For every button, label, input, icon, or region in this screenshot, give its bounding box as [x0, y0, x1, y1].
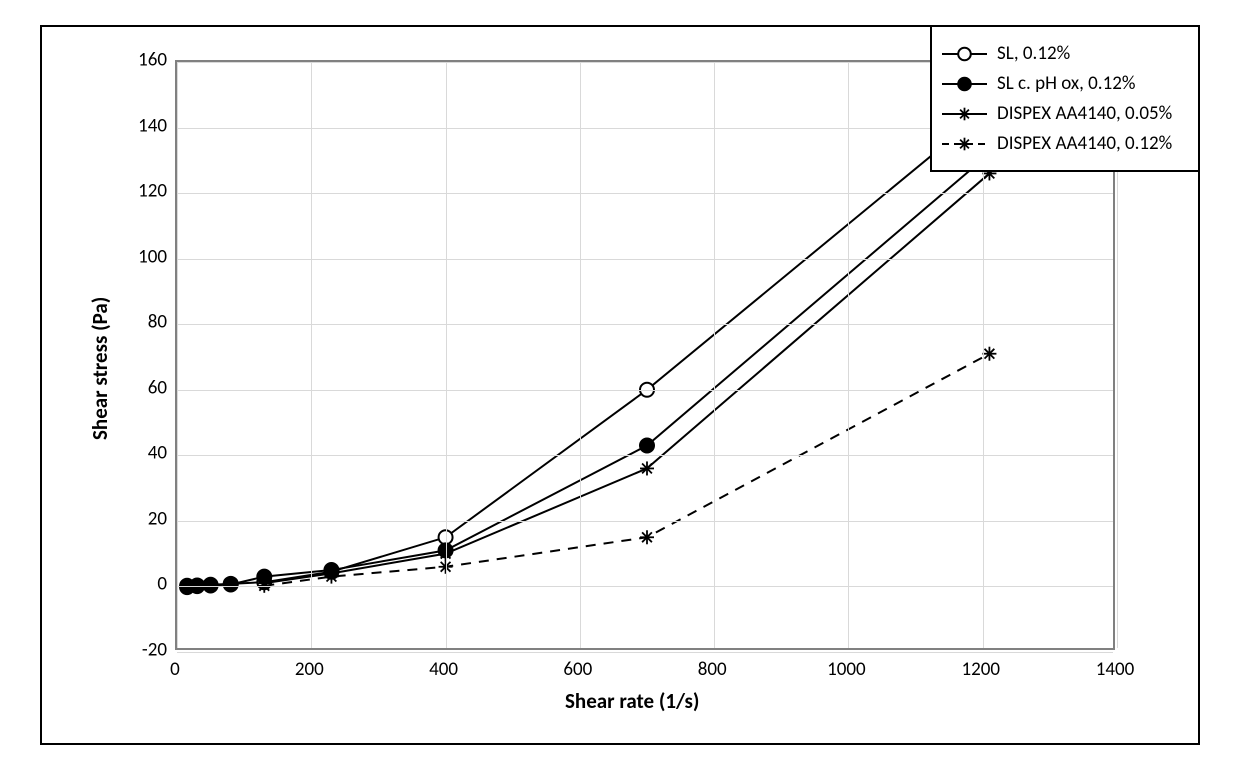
y-tick-label: 60	[117, 376, 167, 399]
x-axis-title: Shear rate (1/s)	[565, 688, 699, 714]
legend-row-sl-012: SL, 0.12%	[942, 42, 1188, 65]
y-tick-label: 80	[117, 311, 167, 334]
series-line-dispex-012	[264, 354, 989, 586]
legend-swatch	[942, 77, 987, 91]
grid-line-h	[177, 652, 1113, 653]
x-tick-label: 800	[682, 658, 742, 681]
x-tick-label: 200	[279, 658, 339, 681]
legend-row-sl-cph-ox-012: SL c. pH ox, 0.12%	[942, 72, 1188, 95]
x-tick-label: 1000	[816, 658, 876, 681]
legend-label: DISPEX AA4140, 0.12%	[997, 132, 1172, 155]
grid-line-v	[848, 62, 849, 648]
grid-line-h	[177, 259, 1113, 260]
legend-label: DISPEX AA4140, 0.05%	[997, 102, 1172, 125]
grid-line-h	[177, 390, 1113, 391]
grid-line-h	[177, 455, 1113, 456]
grid-line-h	[177, 586, 1113, 587]
grid-line-v	[446, 62, 447, 648]
legend-swatch	[942, 107, 987, 121]
x-tick-label: 400	[414, 658, 474, 681]
legend-row-dispex-005: DISPEX AA4140, 0.05%	[942, 102, 1188, 125]
grid-line-v	[714, 62, 715, 648]
grid-line-h	[177, 324, 1113, 325]
y-tick-label: 40	[117, 442, 167, 465]
chart-container: Shear stress (Pa) Shear rate (1/s) SL, 0…	[0, 0, 1240, 777]
y-tick-label: 140	[117, 114, 167, 137]
grid-line-v	[580, 62, 581, 648]
legend-label: SL c. pH ox, 0.12%	[997, 72, 1135, 95]
grid-line-v	[311, 62, 312, 648]
legend-swatch	[942, 137, 987, 151]
y-tick-label: 120	[117, 180, 167, 203]
legend-swatch	[942, 47, 987, 61]
y-axis-title: Shear stress (Pa)	[87, 297, 113, 440]
legend: SL, 0.12% SL c. pH ox, 0.12% DISPEX AA4140…	[930, 25, 1200, 172]
x-tick-label: 1200	[951, 658, 1011, 681]
y-tick-label: 0	[117, 573, 167, 596]
grid-line-h	[177, 193, 1113, 194]
y-tick-label: 160	[117, 49, 167, 72]
grid-line-v	[177, 62, 178, 648]
y-tick-label: 20	[117, 507, 167, 530]
x-tick-label: 1400	[1085, 658, 1145, 681]
series-line-sl-cph-ox-012	[187, 154, 989, 587]
grid-line-h	[177, 521, 1113, 522]
x-tick-label: 0	[145, 658, 205, 681]
x-tick-label: 600	[548, 658, 608, 681]
legend-row-dispex-012: DISPEX AA4140, 0.12%	[942, 132, 1188, 155]
y-tick-label: 100	[117, 245, 167, 268]
legend-label: SL, 0.12%	[997, 42, 1070, 65]
series-line-sl-012	[187, 108, 989, 586]
